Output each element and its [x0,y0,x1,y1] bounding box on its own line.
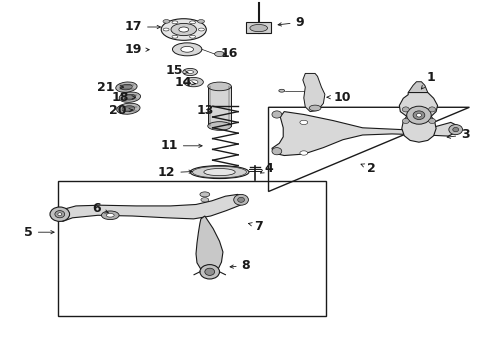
Ellipse shape [190,35,196,38]
Text: 21: 21 [97,81,123,94]
Ellipse shape [187,71,194,73]
Circle shape [453,127,459,132]
Ellipse shape [172,35,178,38]
Text: 20: 20 [109,104,132,117]
Ellipse shape [161,19,206,40]
Polygon shape [196,216,223,273]
Ellipse shape [201,198,209,202]
Circle shape [402,107,409,112]
Text: 9: 9 [278,16,304,29]
Text: 4: 4 [261,162,273,175]
Ellipse shape [106,213,114,217]
Bar [246,22,271,33]
Ellipse shape [163,28,169,31]
Ellipse shape [208,122,231,130]
Ellipse shape [172,43,202,56]
Circle shape [449,125,463,135]
Ellipse shape [119,92,141,102]
Bar [58,181,326,316]
Ellipse shape [197,19,204,23]
Circle shape [238,197,245,202]
Polygon shape [272,112,458,156]
Ellipse shape [122,106,135,112]
Ellipse shape [189,80,198,84]
Text: 5: 5 [24,226,54,239]
Polygon shape [408,82,428,93]
Ellipse shape [184,77,203,87]
Circle shape [429,118,436,123]
Text: 1: 1 [421,71,436,89]
Ellipse shape [198,28,204,31]
Polygon shape [303,73,325,112]
Text: 14: 14 [175,76,196,89]
Text: 17: 17 [124,21,160,33]
Text: 8: 8 [230,259,250,272]
Ellipse shape [172,21,178,24]
Circle shape [58,213,62,216]
Ellipse shape [101,211,119,220]
Ellipse shape [309,105,321,111]
Text: 12: 12 [158,166,192,179]
Text: 16: 16 [220,47,238,60]
Ellipse shape [124,94,136,100]
Ellipse shape [215,51,224,57]
Ellipse shape [208,82,231,91]
Text: 18: 18 [111,91,135,104]
Circle shape [272,111,282,118]
Circle shape [200,265,220,279]
Ellipse shape [300,120,308,125]
Polygon shape [399,93,438,142]
Ellipse shape [200,192,210,197]
Text: 6: 6 [93,202,108,215]
Circle shape [413,111,425,120]
Circle shape [402,118,409,123]
Ellipse shape [190,166,249,179]
Text: 10: 10 [327,91,351,104]
Ellipse shape [300,151,308,155]
Ellipse shape [179,27,189,32]
Text: 15: 15 [165,64,188,77]
Ellipse shape [163,19,170,23]
Bar [208,86,231,126]
Ellipse shape [190,21,196,24]
Ellipse shape [279,89,285,92]
Circle shape [272,148,282,155]
Text: 19: 19 [124,43,149,56]
Ellipse shape [181,46,194,52]
Ellipse shape [121,84,132,90]
Circle shape [205,268,215,275]
Circle shape [429,107,436,112]
Ellipse shape [250,24,268,32]
Ellipse shape [171,23,196,36]
Text: 2: 2 [361,162,376,175]
Text: 3: 3 [447,129,470,141]
Polygon shape [59,194,245,221]
Circle shape [416,113,421,117]
Circle shape [50,207,70,221]
Text: 7: 7 [248,220,263,233]
Circle shape [407,106,431,124]
Circle shape [55,211,65,218]
Ellipse shape [117,103,140,114]
Ellipse shape [116,82,137,92]
Circle shape [234,194,248,205]
Text: 11: 11 [160,139,202,152]
Ellipse shape [183,68,197,76]
Ellipse shape [204,168,235,176]
Text: 13: 13 [196,104,214,117]
